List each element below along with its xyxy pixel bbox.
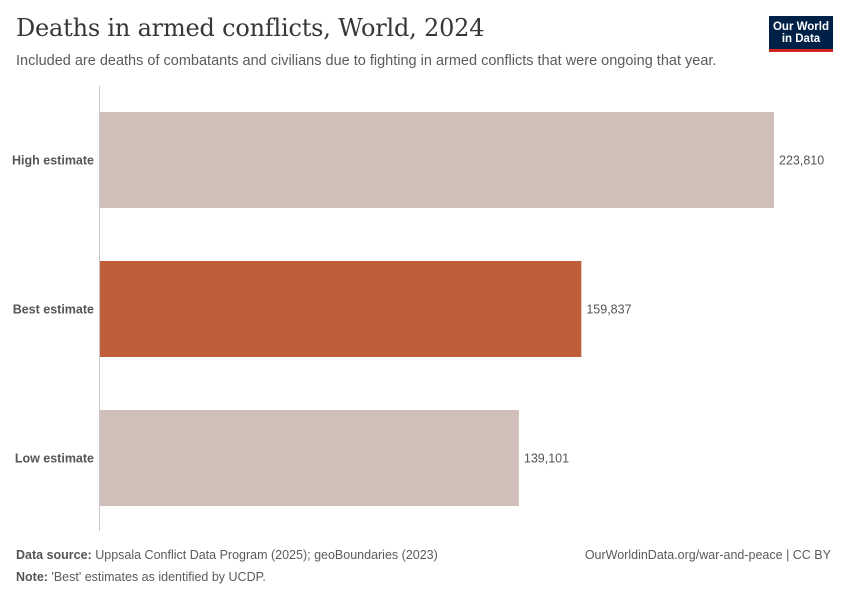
logo-line-2: in Data <box>781 33 821 45</box>
bar-low-estimate[interactable] <box>100 410 519 506</box>
chart-note: Note: 'Best' estimates as identified by … <box>16 570 266 584</box>
value-label: 139,101 <box>524 452 569 466</box>
owid-logo[interactable]: Our World in Data <box>769 16 833 52</box>
note-label: Note: <box>16 570 48 584</box>
value-label: 159,837 <box>586 303 631 317</box>
bar-chart: High estimate 223,810 Best estimate 159,837… <box>12 86 824 531</box>
chart-subtitle: Included are deaths of combatants and ci… <box>16 53 717 69</box>
data-source: Data source: Uppsala Conflict Data Progr… <box>16 548 438 562</box>
credit-link[interactable]: OurWorldinData.org/war-and-peace | CC BY <box>584 548 831 562</box>
bar-best-estimate[interactable] <box>100 261 582 357</box>
source-label: Data source: <box>16 548 92 562</box>
category-label: High estimate <box>12 154 94 168</box>
note-text: 'Best' estimates as identified by UCDP. <box>51 570 266 584</box>
chart-title: Deaths in armed conflicts, World, 2024 <box>16 14 485 42</box>
logo-line-1: Our World <box>772 21 829 33</box>
bar-high-estimate[interactable] <box>100 112 774 208</box>
category-label: Low estimate <box>15 452 94 466</box>
value-label: 223,810 <box>779 154 824 168</box>
source-link[interactable]: Uppsala Conflict Data Program (2025); ge… <box>95 548 438 562</box>
category-label: Best estimate <box>13 303 94 317</box>
